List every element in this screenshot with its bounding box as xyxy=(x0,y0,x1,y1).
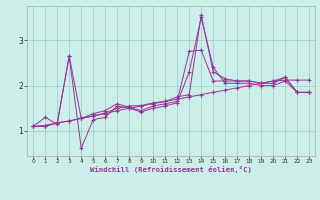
X-axis label: Windchill (Refroidissement éolien,°C): Windchill (Refroidissement éolien,°C) xyxy=(90,166,252,173)
